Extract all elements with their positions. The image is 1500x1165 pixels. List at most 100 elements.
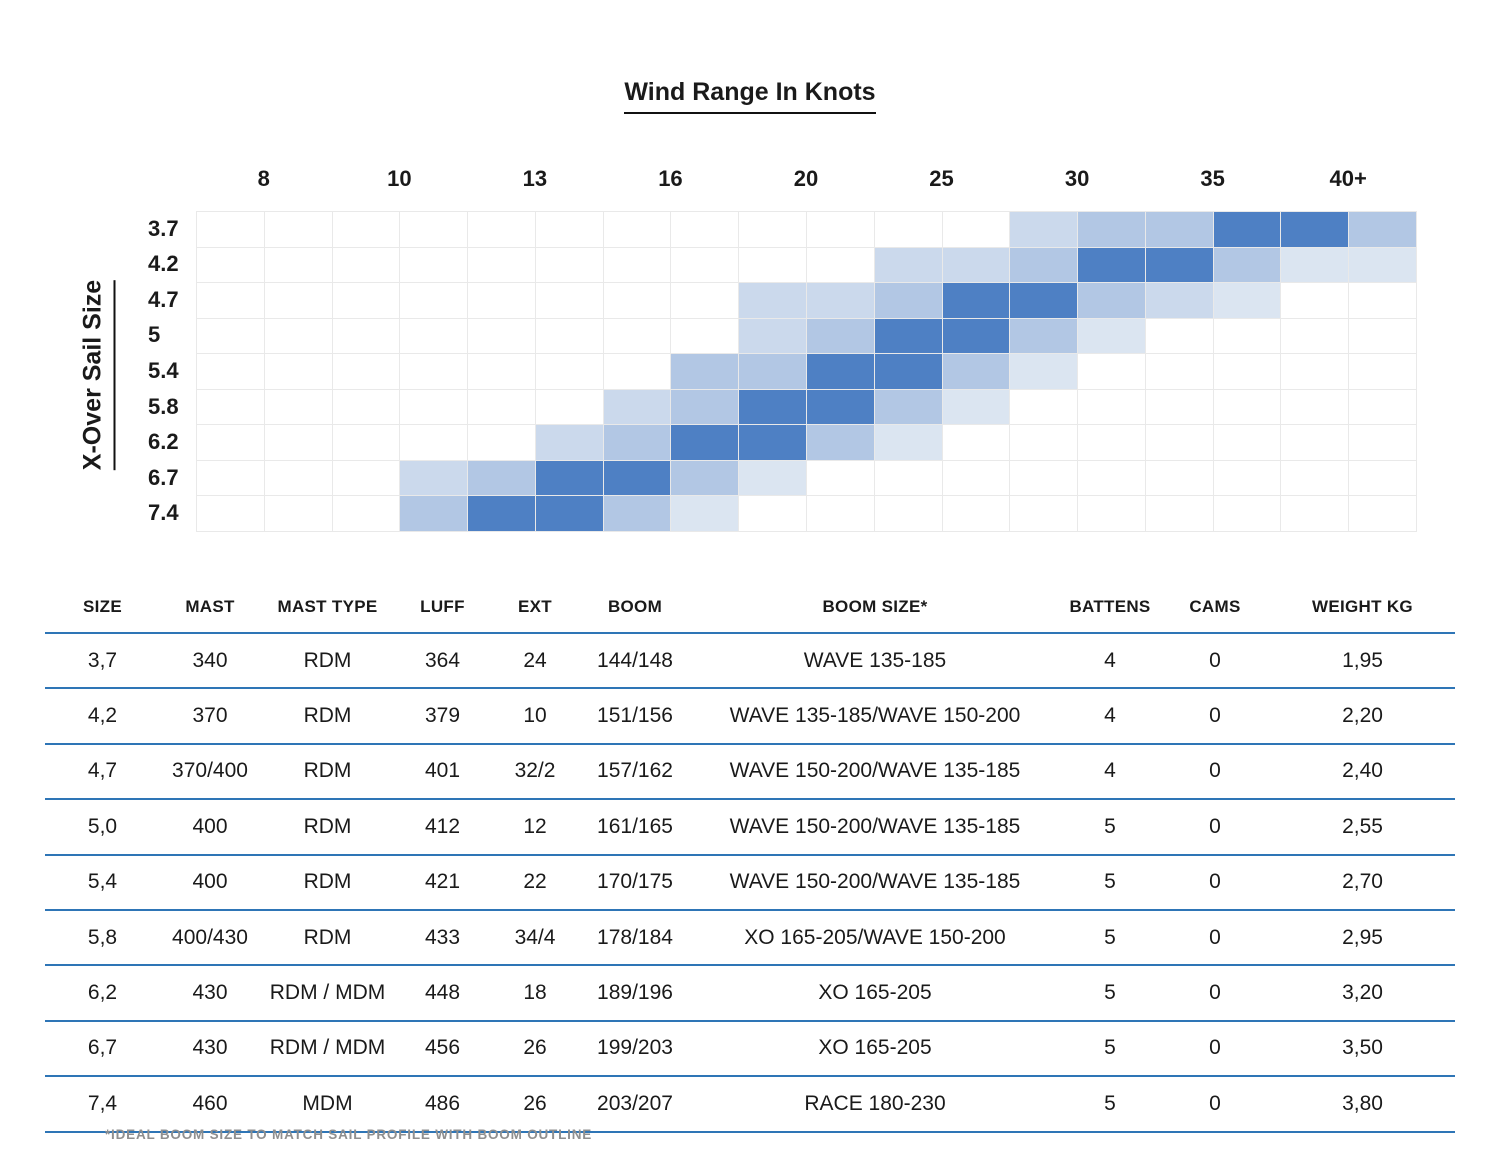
heatmap-cell xyxy=(1213,496,1282,532)
heatmap-cell xyxy=(671,283,740,319)
table-row: 7,4 460 MDM 486 26 203/207 RACE 180-230 5 0 3,80 xyxy=(45,1077,1455,1133)
x-tick-label: 16 xyxy=(658,166,683,191)
table-cell: 400 xyxy=(192,814,228,838)
heatmap-cell xyxy=(874,425,943,461)
table-cell: RDM xyxy=(303,759,352,783)
table-cell: WAVE 135-185 xyxy=(803,648,947,672)
heatmap-cell xyxy=(400,283,469,319)
table-cell: RDM xyxy=(303,704,352,728)
table-cell: 2,20 xyxy=(1342,704,1383,728)
heatmap-cell xyxy=(942,354,1011,390)
table-cell: 5 xyxy=(1104,925,1116,949)
x-tick-label: 25 xyxy=(929,166,954,191)
heatmap-cell xyxy=(1213,389,1282,426)
table-cell: 5 xyxy=(1104,814,1116,838)
heatmap-cell xyxy=(942,212,1011,248)
heatmap-cell xyxy=(400,354,469,390)
heatmap-cell xyxy=(264,460,333,497)
table-row: 6,7 430 RDM / MDM 456 26 199/203 XO 165-205 5 0 3… xyxy=(45,1022,1455,1078)
table-cell: 26 xyxy=(523,1091,547,1115)
table-cell: 370/400 xyxy=(172,759,248,783)
table-cell: 340 xyxy=(192,648,228,672)
table-row: 5,0 400 RDM 412 12 161/165 WAVE 150-200/WAVE 1… xyxy=(45,800,1455,856)
x-tick-label: 30 xyxy=(1064,166,1090,191)
heatmap-cell xyxy=(1145,212,1214,248)
heatmap-cell xyxy=(468,283,536,319)
table-row: 5,8 400/430 RDM 433 34/4 178/184 XO 165-205/WA… xyxy=(45,911,1455,967)
heatmap-cell xyxy=(1078,354,1146,390)
x-tick-label: 35 xyxy=(1200,166,1225,191)
heatmap-cell xyxy=(1078,283,1146,319)
table-cell: 24 xyxy=(523,648,547,672)
heatmap-row-label: 6.2 xyxy=(148,429,179,455)
table-cell: 379 xyxy=(424,704,461,728)
heatmap-cell xyxy=(603,212,672,248)
table-cell: 3,7 xyxy=(87,648,118,672)
table-cell: 161/165 xyxy=(597,814,673,838)
table-cell: 5 xyxy=(1104,1036,1116,1060)
table-cell: 0 xyxy=(1209,704,1221,728)
table-cell: 421 xyxy=(424,870,461,894)
heatmap-cell xyxy=(671,425,740,461)
heatmap-cell xyxy=(400,247,469,284)
heatmap-cell xyxy=(807,425,875,461)
heatmap-cell xyxy=(1281,496,1350,532)
heatmap-cell xyxy=(942,283,1011,319)
column-header: LUFF xyxy=(420,597,465,616)
heatmap-cell xyxy=(739,389,807,426)
table-cell: 400 xyxy=(192,870,228,894)
column-header: BOOM SIZE* xyxy=(822,597,928,616)
y-axis-label-text: X-Over Sail Size xyxy=(78,279,116,471)
table-cell: 203/207 xyxy=(597,1091,673,1115)
heatmap-cell xyxy=(603,354,672,390)
table-cell: 5,8 xyxy=(87,925,118,949)
heatmap-cell xyxy=(264,389,333,426)
table-cell: 5 xyxy=(1104,870,1116,894)
table-cell: WAVE 150-200/WAVE 135-185 xyxy=(729,814,1021,838)
heatmap-cell xyxy=(671,354,740,390)
table-cell: 4 xyxy=(1104,704,1116,728)
heatmap-cell xyxy=(1213,212,1282,248)
table-cell: 7,4 xyxy=(87,1091,118,1115)
heatmap-cell xyxy=(468,354,536,390)
table-cell: 430 xyxy=(192,1036,228,1060)
heatmap-cell xyxy=(197,247,265,284)
heatmap-cell xyxy=(1010,425,1079,461)
table-cell: RDM xyxy=(303,925,352,949)
heatmap-cell xyxy=(603,318,672,355)
table-cell: 433 xyxy=(424,925,461,949)
heatmap-cell xyxy=(739,354,807,390)
heatmap-cell xyxy=(1078,460,1146,497)
table-cell: 3,80 xyxy=(1342,1091,1383,1115)
table-cell: 5 xyxy=(1104,1091,1116,1115)
heatmap-cell xyxy=(1145,318,1214,355)
column-header: MAST TYPE xyxy=(277,597,378,616)
heatmap-cell xyxy=(535,318,604,355)
heatmap-cell xyxy=(468,212,536,248)
heatmap-cell xyxy=(942,460,1011,497)
heatmap-cell xyxy=(1078,318,1146,355)
heatmap-cell xyxy=(468,247,536,284)
heatmap-cell xyxy=(197,354,265,390)
table-cell: RACE 180-230 xyxy=(804,1091,946,1115)
heatmap-cell xyxy=(1349,389,1417,426)
table-cell: 456 xyxy=(424,1036,461,1060)
table-cell: 18 xyxy=(523,981,547,1005)
heatmap-cell xyxy=(1349,212,1417,248)
chart-title: Wind Range In Knots xyxy=(0,78,1500,114)
table-cell: 486 xyxy=(424,1091,461,1115)
heatmap-cell xyxy=(1281,354,1350,390)
heatmap-cell xyxy=(1349,247,1417,284)
table-cell: 6,2 xyxy=(87,981,118,1005)
table-cell: 5 xyxy=(1104,981,1116,1005)
table-cell: WAVE 150-200/WAVE 135-185 xyxy=(729,759,1021,783)
table-cell: 3,20 xyxy=(1342,981,1383,1005)
heatmap-cell xyxy=(332,425,401,461)
x-tick-label: 8 xyxy=(257,166,270,191)
heatmap-cell xyxy=(264,318,333,355)
column-header: EXT xyxy=(518,597,552,616)
heatmap-cell xyxy=(807,496,875,532)
heatmap-cell xyxy=(332,212,401,248)
heatmap-cell xyxy=(197,425,265,461)
heatmap-cell xyxy=(807,460,875,497)
